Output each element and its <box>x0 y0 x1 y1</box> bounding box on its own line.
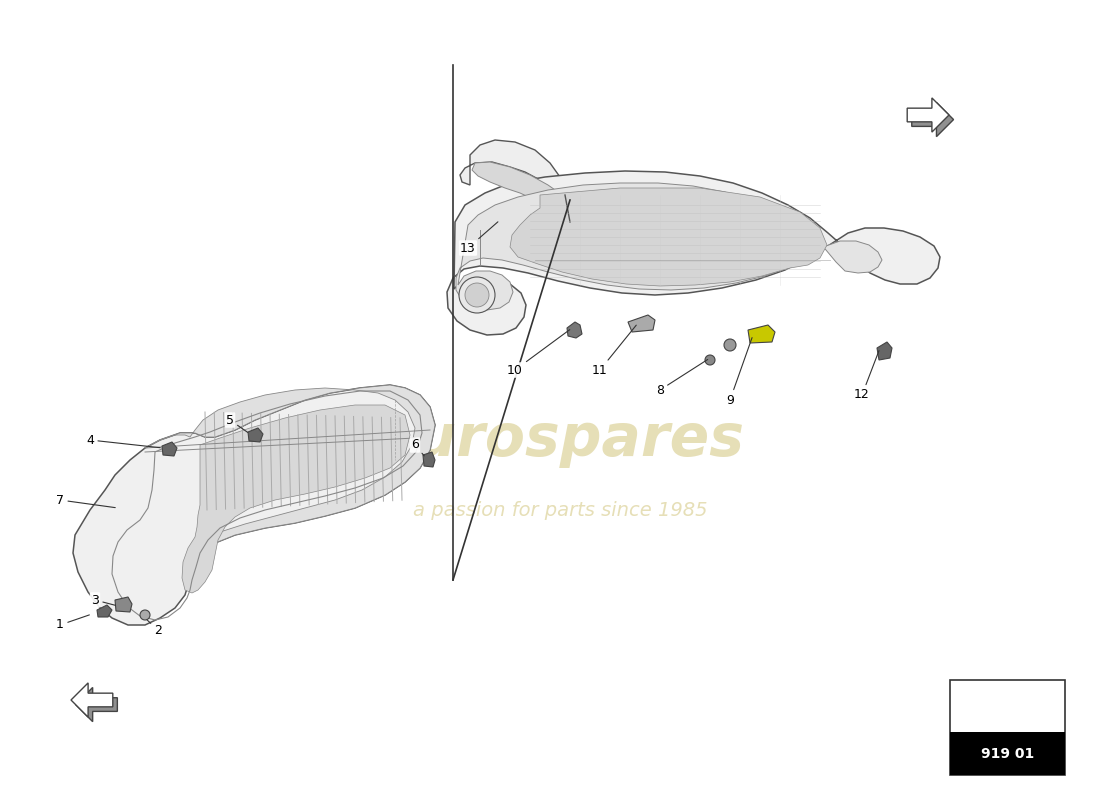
Circle shape <box>459 277 495 313</box>
Text: 919 01: 919 01 <box>981 746 1034 761</box>
Polygon shape <box>162 442 177 456</box>
Polygon shape <box>76 687 118 722</box>
Polygon shape <box>182 405 410 593</box>
Text: 1: 1 <box>56 615 89 631</box>
Polygon shape <box>456 183 882 310</box>
Polygon shape <box>97 605 112 617</box>
Text: 3: 3 <box>91 594 116 606</box>
Text: eurospares: eurospares <box>375 411 745 469</box>
Polygon shape <box>145 385 434 558</box>
Circle shape <box>705 355 715 365</box>
Text: a passion for parts since 1985: a passion for parts since 1985 <box>412 501 707 519</box>
Polygon shape <box>116 597 132 612</box>
Text: 5: 5 <box>226 414 248 433</box>
Polygon shape <box>248 428 263 442</box>
Polygon shape <box>510 188 827 286</box>
Text: 11: 11 <box>592 325 636 377</box>
Polygon shape <box>447 171 940 335</box>
Circle shape <box>465 283 490 307</box>
Polygon shape <box>424 452 434 467</box>
Text: 12: 12 <box>854 350 879 402</box>
Text: 10: 10 <box>507 330 570 377</box>
Circle shape <box>724 339 736 351</box>
Text: 6: 6 <box>411 438 425 456</box>
Polygon shape <box>877 342 892 360</box>
Polygon shape <box>566 322 582 338</box>
Polygon shape <box>73 385 435 625</box>
Text: 4: 4 <box>86 434 161 448</box>
Polygon shape <box>72 683 113 717</box>
Polygon shape <box>908 98 949 132</box>
Text: 13: 13 <box>460 222 498 254</box>
Polygon shape <box>912 102 954 137</box>
Circle shape <box>140 610 150 620</box>
Text: 2: 2 <box>147 620 162 637</box>
Bar <box>950 732 1065 775</box>
Text: 9: 9 <box>726 338 752 406</box>
Text: 8: 8 <box>656 359 707 397</box>
Polygon shape <box>748 325 775 343</box>
Polygon shape <box>472 162 562 205</box>
Text: 7: 7 <box>56 494 116 508</box>
Polygon shape <box>628 315 654 332</box>
Polygon shape <box>460 140 570 195</box>
Bar <box>950 680 1065 775</box>
